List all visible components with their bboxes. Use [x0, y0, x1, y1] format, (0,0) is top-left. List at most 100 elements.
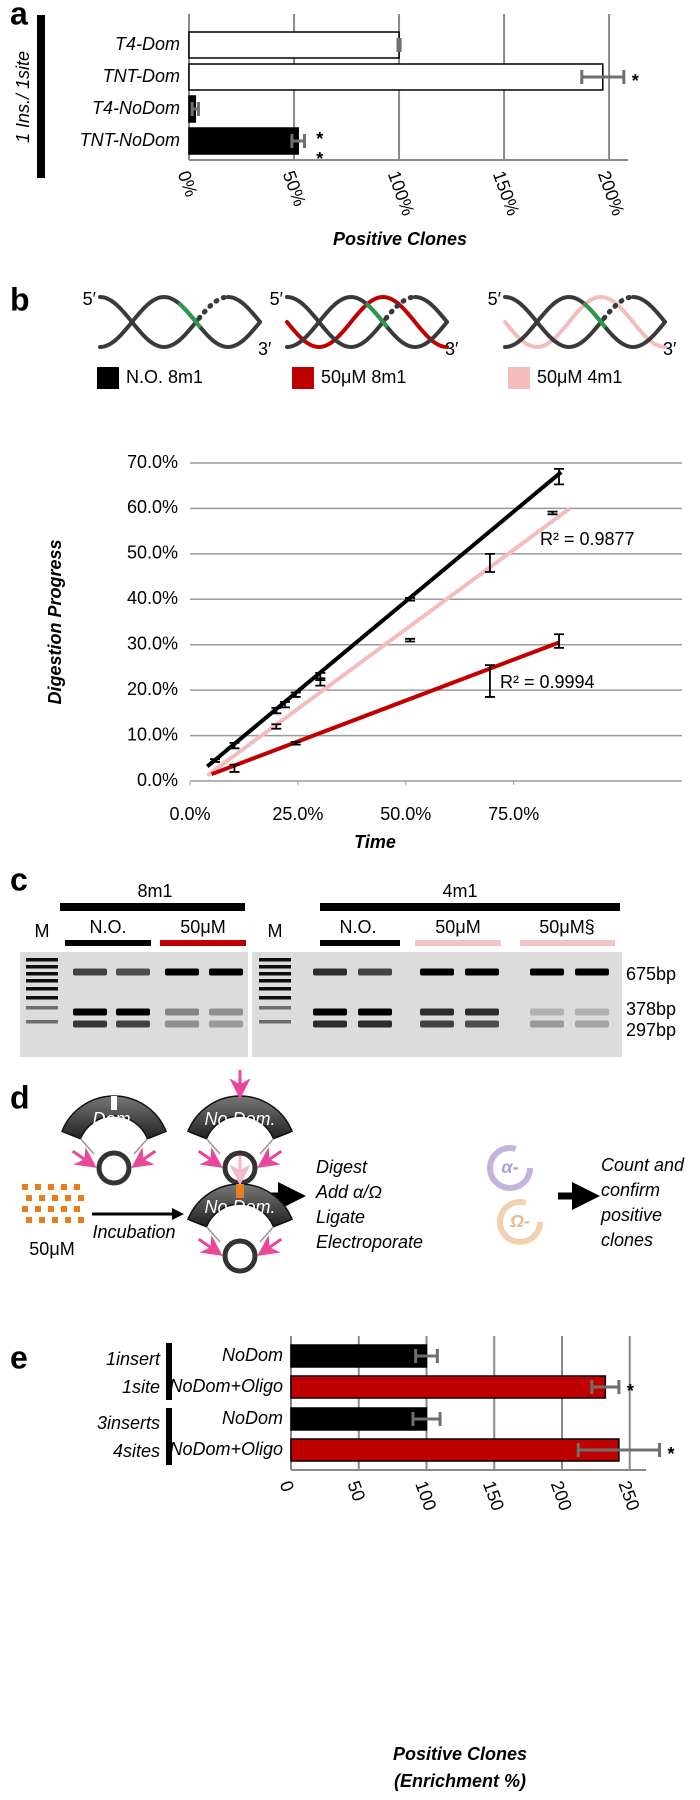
strand: [226, 295, 262, 324]
domain-skirt: [205, 1138, 275, 1155]
x-tick-label: 200%: [594, 168, 629, 218]
group-label: 1 Ins./ 1site: [13, 51, 33, 143]
gel-band: [358, 968, 392, 976]
error-bar: [405, 597, 416, 602]
cut-arrow: [229, 1156, 251, 1186]
result: positive: [600, 1205, 662, 1225]
gel-band: [165, 968, 199, 976]
gel-band: [575, 1020, 609, 1028]
error-bar: [210, 758, 221, 763]
gel-band: [358, 1020, 392, 1028]
gel: [252, 952, 622, 1057]
legend-label: N.O. 8m1: [126, 367, 203, 387]
x-axis-label: Positive Clones: [333, 229, 467, 249]
ladder-band: [259, 987, 291, 991]
legend-label: 50μM 8m1: [321, 367, 406, 387]
gel-band: [465, 1008, 499, 1016]
strand: [196, 294, 231, 321]
legend-swatch: [508, 367, 530, 389]
strand: [285, 295, 389, 350]
strand: [365, 302, 389, 328]
significance: **: [310, 129, 330, 169]
gel-band: [530, 968, 564, 976]
bar: [290, 1438, 620, 1462]
adapter: [487, 1145, 533, 1191]
ladder-band: [259, 979, 291, 983]
oligo-dash: [22, 1184, 28, 1190]
gel-band: [165, 1008, 199, 1016]
oligo-dash: [61, 1206, 67, 1212]
annotation: R² = 0.9994: [500, 672, 595, 692]
error-bar: [576, 1443, 662, 1457]
domain-arc: [186, 1183, 294, 1228]
step: Add α/Ω: [315, 1182, 382, 1202]
gel-band: [530, 1008, 564, 1016]
bar: [188, 31, 400, 59]
gel-band: [116, 968, 150, 976]
x-tick-label: 150: [479, 1478, 508, 1513]
panel-label: a: [10, 0, 28, 31]
gel-band: [116, 1008, 150, 1016]
error-bar: [290, 134, 307, 148]
bar: [290, 1375, 607, 1399]
x-tick-label: 0: [276, 1478, 298, 1494]
error-bar: [290, 691, 301, 698]
error-bar: [271, 723, 282, 730]
bar: [290, 1407, 428, 1431]
strand: [631, 295, 667, 324]
ladder-band: [26, 958, 58, 962]
gel-band: [465, 968, 499, 976]
strand: [178, 302, 202, 328]
plasmid: [96, 1150, 132, 1186]
y-tick-label: 10.0%: [127, 724, 178, 744]
strand: [413, 295, 449, 324]
marker-label: M: [268, 921, 283, 941]
result: clones: [601, 1230, 653, 1250]
error-bar: [405, 637, 416, 643]
category-label: TNT-NoDom: [80, 130, 180, 150]
oligo-dash: [78, 1217, 84, 1223]
result: confirm: [601, 1180, 660, 1200]
trendline: [205, 470, 563, 769]
gel-band: [73, 968, 107, 976]
gel-band: [358, 1008, 392, 1016]
error-bar: [315, 671, 326, 682]
lane-label: N.O.: [89, 917, 126, 937]
significance: *: [632, 71, 639, 91]
group-label: 3inserts: [97, 1413, 160, 1433]
ladder-band: [26, 1006, 58, 1010]
gel-band: [165, 1020, 199, 1028]
strand-end: 3′: [258, 339, 272, 359]
error-bar: [279, 701, 290, 709]
ladder-band: [26, 996, 58, 1000]
lane-label: N.O.: [339, 917, 376, 937]
group-bar: [37, 15, 45, 178]
oligo-dash: [39, 1217, 45, 1223]
error-bar: [484, 552, 495, 573]
cut-arrow: [257, 1147, 283, 1168]
error-bar: [229, 741, 240, 750]
domain-arc: [60, 1095, 168, 1140]
category-label: NoDom: [222, 1408, 283, 1428]
group-label: 1insert: [106, 1349, 161, 1369]
lane-underline: [160, 940, 246, 946]
oligo-dash: [35, 1206, 41, 1212]
domain-skirt: [205, 1226, 275, 1243]
panel-label: c: [10, 861, 28, 897]
adapter: [497, 1199, 543, 1245]
notch: [111, 1096, 117, 1110]
legend-swatch: [292, 367, 314, 389]
lane-label: 50μM: [180, 917, 225, 937]
error-bar: [411, 1412, 442, 1426]
oligo-dash: [26, 1195, 32, 1201]
gel-band: [420, 1008, 454, 1016]
band-size: 675bp: [626, 964, 676, 984]
x-tick-label: 50.0%: [380, 804, 431, 824]
panel-label: d: [10, 1079, 30, 1115]
domain-label: No Dom.: [204, 1109, 275, 1129]
x-tick-label: 100: [411, 1478, 440, 1513]
cut-arrow: [257, 1235, 283, 1256]
domain-label: No Dom.: [204, 1197, 275, 1217]
gel-band: [116, 1020, 150, 1028]
group-label: 4sites: [113, 1441, 160, 1461]
